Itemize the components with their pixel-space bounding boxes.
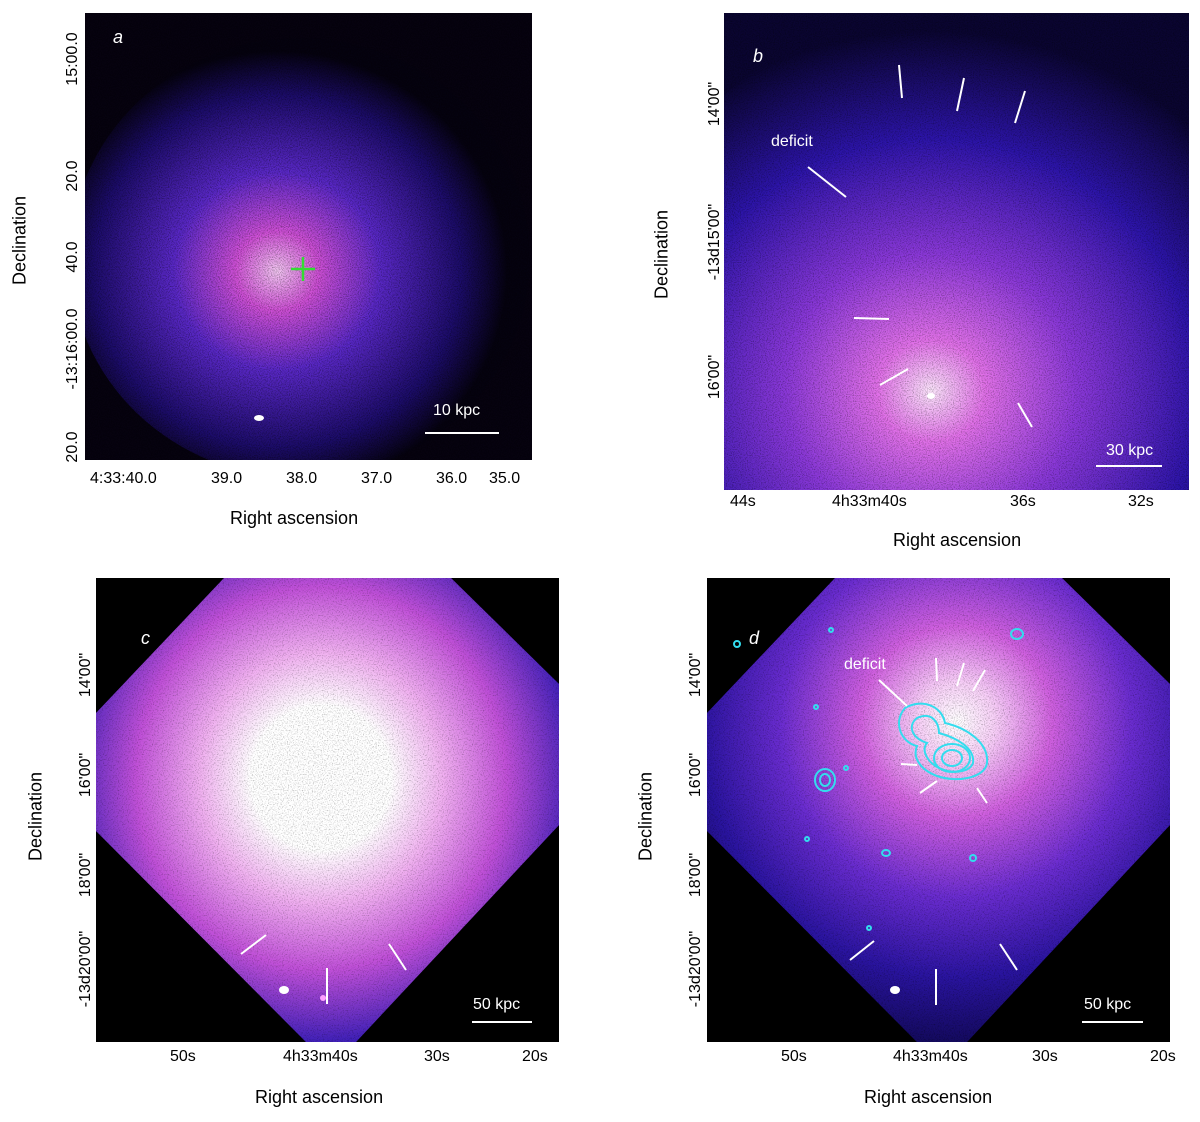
y-axis-label: Declination — [9, 195, 30, 286]
y-tick: 18'00" — [77, 852, 94, 898]
x-tick: 50s — [170, 1048, 196, 1065]
x-axis-label: Right ascension — [230, 508, 359, 528]
x-axis-label: Right ascension — [864, 1087, 993, 1107]
x-tick: 32s — [1128, 493, 1154, 510]
point-source — [890, 986, 900, 994]
scale-bar-label: 50 kpc — [473, 996, 521, 1013]
panel-label: b — [753, 46, 764, 66]
y-tick: 14'00" — [687, 652, 704, 698]
edge-markers — [240, 934, 407, 1004]
y-axis-label: Declination — [635, 771, 656, 862]
panel-label: c — [141, 628, 150, 648]
scale-bar-label: 10 kpc — [433, 402, 481, 419]
point-source — [320, 995, 326, 1001]
y-tick: 16'00" — [687, 752, 704, 798]
y-axis-label: Declination — [25, 771, 46, 862]
panel-c-image: c 50 kpc — [96, 578, 559, 1042]
x-tick: 39.0 — [211, 470, 243, 487]
deficit-annotation: deficit — [844, 656, 886, 673]
radio-contours — [733, 627, 1024, 931]
y-tick: 16'00" — [706, 354, 723, 400]
y-tick: -13d20'00" — [77, 930, 94, 1008]
x-tick: 4:33:40.0 — [90, 470, 157, 487]
x-tick: 37.0 — [361, 470, 393, 487]
x-tick: 36.0 — [436, 470, 468, 487]
y-axis-label: Declination — [651, 209, 672, 300]
x-tick: 4h33m40s — [283, 1048, 358, 1065]
panel-d-xray-map — [707, 578, 1170, 1042]
panel-label: d — [749, 628, 760, 648]
x-tick: 36s — [1010, 493, 1036, 510]
scale-bar-label: 30 kpc — [1106, 442, 1154, 459]
x-tick: 50s — [781, 1048, 807, 1065]
y-tick: 40.0 — [64, 241, 81, 273]
point-source — [927, 393, 935, 399]
x-tick: 30s — [424, 1048, 450, 1065]
point-source — [279, 986, 289, 994]
y-tick: 14'00" — [706, 81, 723, 127]
point-source — [254, 415, 264, 421]
edge-markers — [849, 657, 1018, 1005]
y-tick: 18'00" — [687, 852, 704, 898]
x-tick: 44s — [730, 493, 756, 510]
y-tick: -13d20'00" — [687, 930, 704, 1008]
panel-a-image: a 10 kpc — [85, 13, 532, 460]
y-tick: 15:00.0 — [64, 32, 81, 86]
y-tick: 20.0 — [64, 160, 81, 192]
x-tick: 38.0 — [286, 470, 318, 487]
panel-a-xray-map — [85, 13, 532, 460]
y-tick: 16'00" — [77, 752, 94, 798]
panel-b-xray-map — [724, 13, 1189, 490]
x-axis-label: Right ascension — [255, 1087, 384, 1107]
x-tick: 30s — [1032, 1048, 1058, 1065]
x-tick: 20s — [522, 1048, 548, 1065]
panel-c-xray-map — [96, 578, 559, 1042]
y-tick: 14'00" — [77, 652, 94, 698]
x-tick: 4h33m40s — [893, 1048, 968, 1065]
panel-d-image: d deficit 50 kpc — [707, 578, 1170, 1042]
scale-bar-label: 50 kpc — [1084, 996, 1132, 1013]
x-tick: 4h33m40s — [832, 493, 907, 510]
edge-markers — [807, 64, 1033, 428]
y-tick: -13:16:00.0 — [64, 308, 81, 390]
x-tick: 35.0 — [489, 470, 521, 487]
y-tick: 20.0 — [64, 431, 81, 463]
center-marker-icon — [291, 257, 315, 281]
deficit-annotation: deficit — [771, 133, 813, 150]
x-axis-label: Right ascension — [893, 530, 1022, 550]
x-tick: 20s — [1150, 1048, 1176, 1065]
panel-b-image: b deficit 30 kpc — [724, 13, 1189, 490]
y-tick: -13d15'00" — [706, 203, 723, 281]
panel-label: a — [113, 27, 124, 47]
